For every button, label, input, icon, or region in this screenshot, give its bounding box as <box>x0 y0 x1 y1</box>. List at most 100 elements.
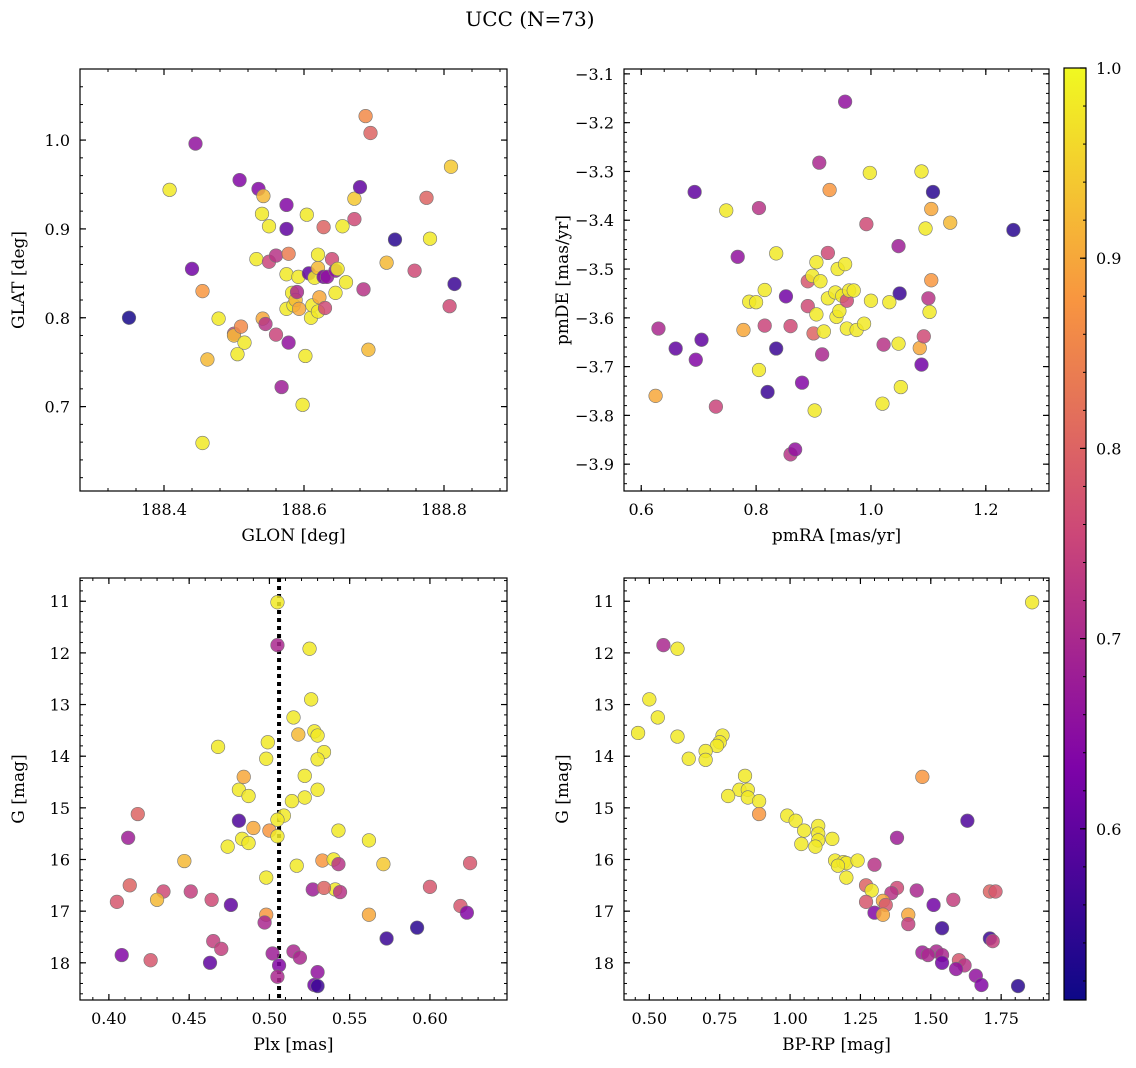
y-tick-label: 12 <box>594 644 614 663</box>
data-point <box>121 310 137 325</box>
data-point <box>195 284 210 299</box>
data-point <box>892 286 907 301</box>
figure-title: UCC (N=73) <box>465 7 594 31</box>
data-point <box>859 217 874 232</box>
y-tick-label: 0.8 <box>45 309 70 328</box>
data-point <box>149 892 165 907</box>
data-point <box>259 870 274 885</box>
data-point <box>832 303 847 319</box>
x-tick-label: 188.8 <box>421 500 467 519</box>
colorbar: 0.6 0.7 0.8 0.9 1.0 <box>1063 59 1121 1001</box>
data-point <box>864 883 879 898</box>
data-point <box>882 295 897 310</box>
plot-layer: 188.4 188.6 188.8 0.7 0.8 0.9 1.0 GLON [deg] GLA… <box>9 59 1121 1055</box>
data-point <box>757 318 772 333</box>
data-point <box>284 794 299 809</box>
data-point <box>299 207 314 222</box>
data-point <box>230 347 245 362</box>
data-point <box>317 300 333 316</box>
data-point <box>651 321 666 336</box>
x-tick-label: 188.6 <box>281 500 327 519</box>
data-point <box>295 397 310 412</box>
data-point <box>825 831 840 846</box>
data-point <box>442 299 457 314</box>
data-point <box>778 289 794 304</box>
colorbar-frame <box>1063 67 1087 1001</box>
x-tick-label: 188.4 <box>141 500 187 519</box>
data-point <box>812 155 827 170</box>
data-point <box>358 108 373 124</box>
y-tick-label: 13 <box>50 696 70 715</box>
data-point <box>813 274 828 289</box>
data-point <box>875 907 891 922</box>
panel-4: 0.50 0.75 1.00 1.25 1.50 1.75 11 12 13 14 15 16 17 18… <box>553 577 1050 1055</box>
data-point <box>256 188 271 204</box>
data-point <box>730 249 745 264</box>
data-point <box>297 790 312 805</box>
y-tick-label: 18 <box>594 954 614 973</box>
y-tick-label: −3.6 <box>575 309 614 328</box>
y-axis-label: G [mag] <box>553 754 573 823</box>
data-point <box>783 319 798 334</box>
y-tick-label: −3.7 <box>575 358 614 377</box>
panel-1: 188.4 188.6 188.8 0.7 0.8 0.9 1.0 GLON [deg] GLA… <box>9 68 508 546</box>
data-point <box>316 220 331 235</box>
data-point <box>310 782 325 797</box>
data-point <box>850 853 865 868</box>
data-point <box>698 752 713 767</box>
panel-3: 0.40 0.45 0.50 0.55 0.60 11 12 13 14 15 16 17 18 Plx … <box>9 577 508 1055</box>
y-tick-label: 16 <box>50 851 70 870</box>
y-tick-label: 11 <box>50 592 70 611</box>
data-point <box>630 725 646 741</box>
data-point <box>422 879 438 894</box>
data-point <box>815 347 830 362</box>
x-tick-label: 0.60 <box>412 1009 448 1028</box>
data-point <box>310 965 325 980</box>
data-point <box>988 884 1003 899</box>
y-tick-label: 15 <box>594 799 614 818</box>
data-point <box>279 221 294 237</box>
data-point <box>121 830 136 845</box>
data-point <box>688 352 703 367</box>
data-point <box>356 282 371 297</box>
y-axis-label: pmDE [mas/yr] <box>553 215 573 345</box>
data-point <box>459 905 474 920</box>
x-tick-label: 1.0 <box>858 500 883 519</box>
data-point <box>914 357 929 372</box>
data-point <box>924 273 939 288</box>
data-point <box>183 884 198 899</box>
data-point <box>748 295 764 310</box>
data-point <box>668 341 683 356</box>
data-point <box>195 435 210 451</box>
data-point <box>352 180 368 195</box>
x-axis-label: Plx [mas] <box>253 1035 333 1055</box>
data-point <box>304 692 319 707</box>
data-point <box>281 246 296 261</box>
data-point <box>788 442 803 457</box>
data-point <box>204 892 219 907</box>
data-point <box>316 880 332 896</box>
axes-frame <box>623 68 1050 492</box>
y-tick-label: 14 <box>50 747 70 766</box>
data-point <box>143 953 158 968</box>
data-point <box>310 752 325 767</box>
data-point <box>281 335 296 350</box>
data-point <box>830 858 846 873</box>
data-point <box>769 246 784 261</box>
data-point <box>331 823 346 838</box>
y-tick-label: 11 <box>594 592 614 611</box>
data-point <box>279 197 294 213</box>
data-point <box>270 969 285 984</box>
data-point <box>268 327 284 342</box>
data-point <box>237 335 252 350</box>
data-point <box>838 94 853 109</box>
data-point <box>335 219 350 234</box>
data-point <box>379 931 394 946</box>
data-point <box>286 710 301 725</box>
colorbar-tick-label: 0.7 <box>1096 630 1121 649</box>
data-point <box>265 946 280 961</box>
data-point <box>918 221 933 236</box>
data-point <box>846 283 861 298</box>
data-point <box>670 641 685 656</box>
